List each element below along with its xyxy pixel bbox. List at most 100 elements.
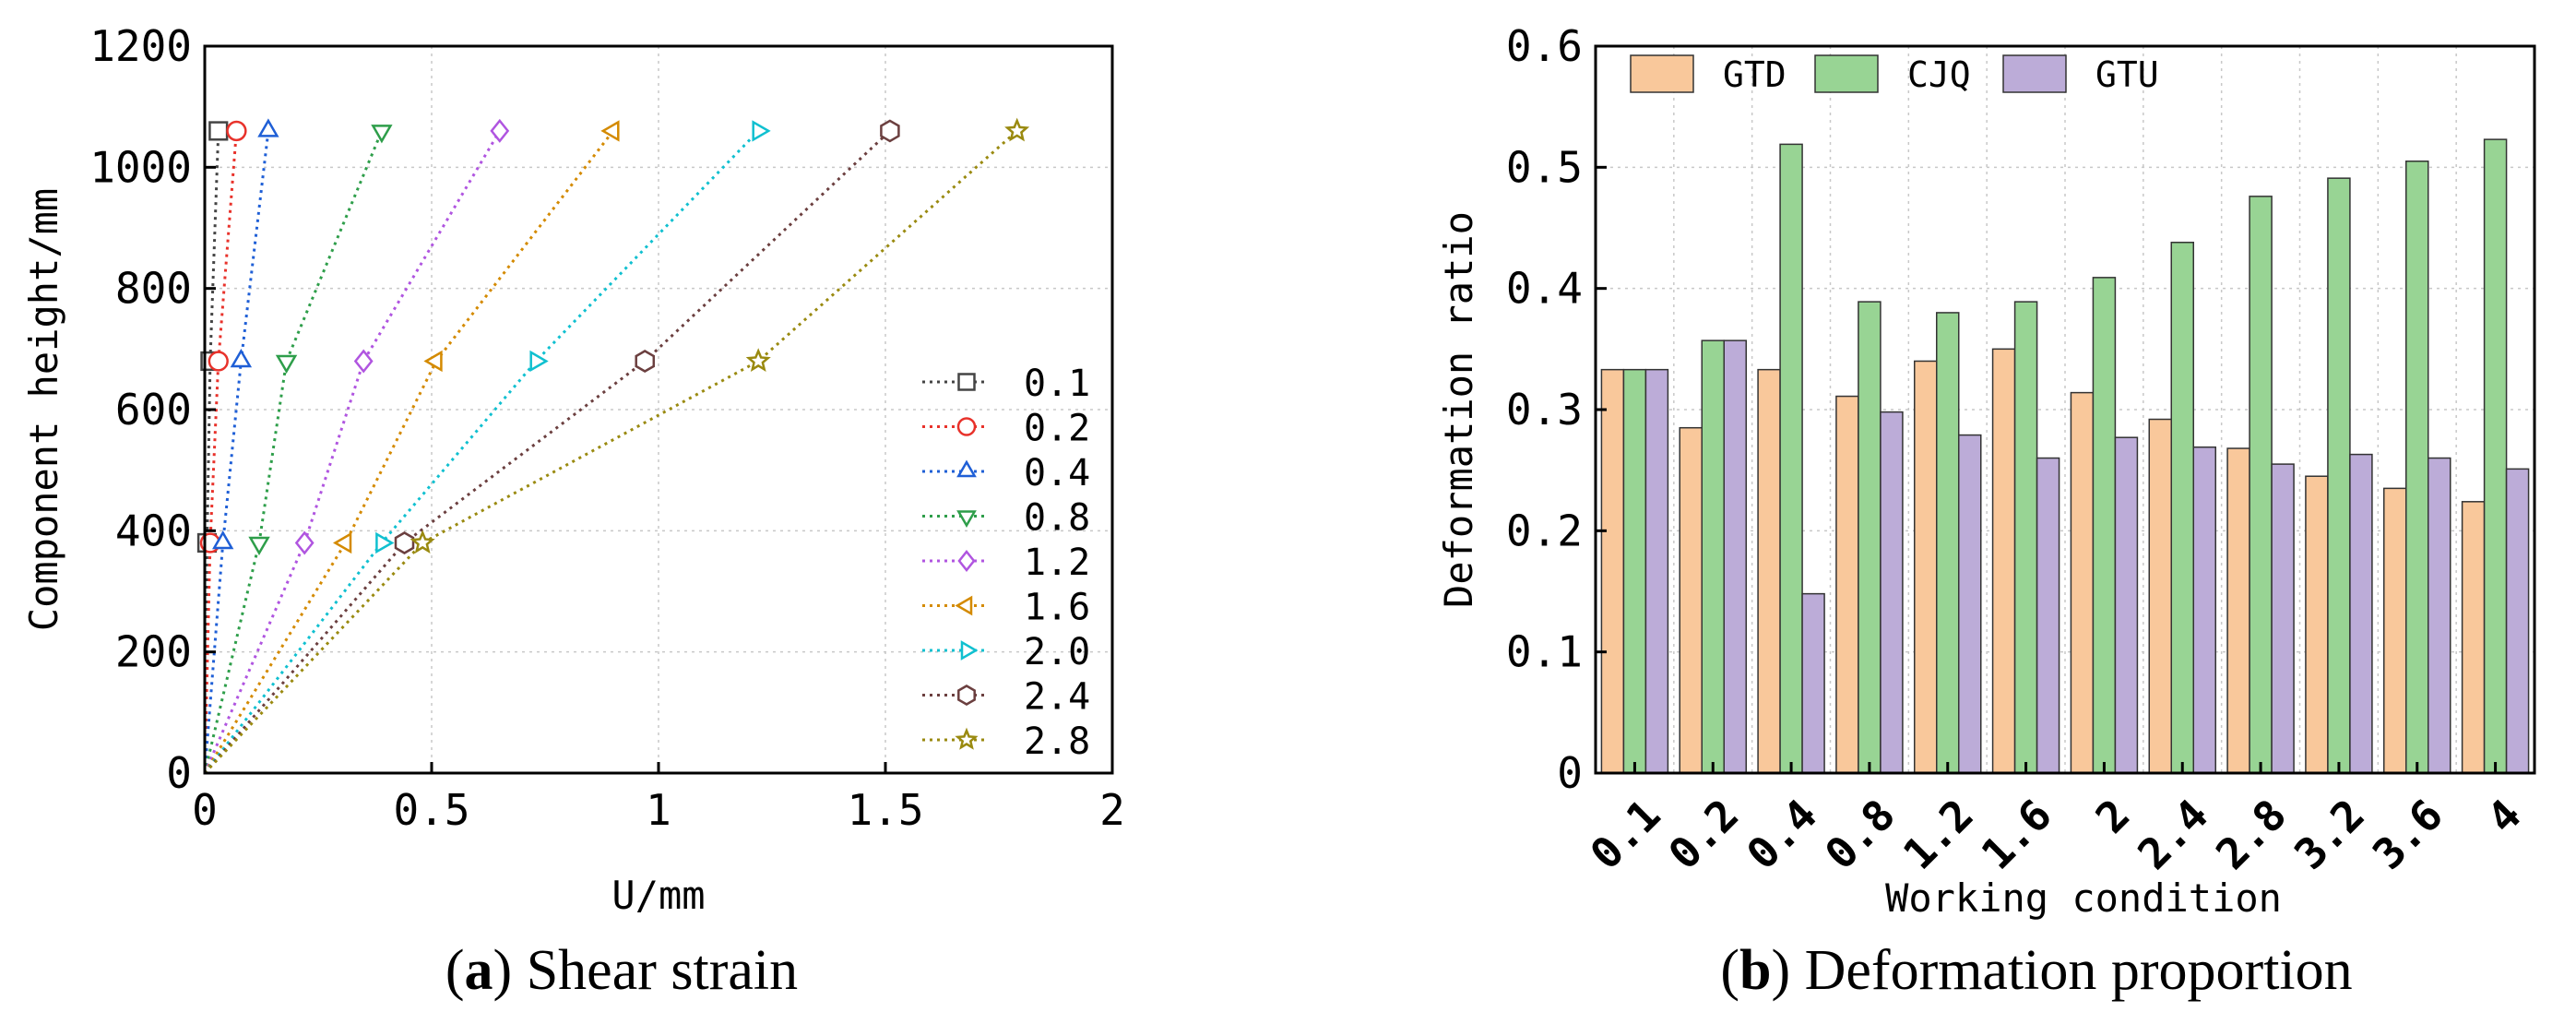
panel-a-y-tick-label: 1000 — [89, 142, 192, 192]
legend-marker — [957, 549, 976, 573]
data-point-1.6 — [600, 120, 620, 142]
data-point-2.8 — [410, 530, 435, 554]
series-1.2 — [203, 118, 510, 774]
bar-CJQ-0.8 — [1858, 301, 1882, 774]
panel-b-y-tick-label: 0.5 — [1506, 142, 1583, 192]
bar-GTU-1.2 — [1958, 434, 1982, 774]
panel-a-caption-id: a — [465, 939, 493, 1002]
data-point-0.4 — [212, 530, 234, 550]
legend-swatch — [2002, 54, 2067, 93]
panel-b-x-axis-label: Working condition — [1885, 875, 2282, 921]
data-point-1.6 — [333, 531, 352, 554]
data-point-0.8 — [371, 125, 393, 144]
panel-b-caption-id: b — [1739, 939, 1771, 1002]
bar-CJQ-2.8 — [2249, 196, 2273, 774]
legend-label: 2.8 — [1024, 720, 1090, 763]
panel-a-x-tick-label: 2 — [1099, 785, 1125, 835]
panel-b-y-axis-label: Deformation ratio — [1436, 211, 1481, 608]
legend-entry-0.2: 0.2 — [922, 408, 1090, 450]
panel-b-x-tick-label: 2.8 — [2206, 790, 2296, 879]
data-point-2.4 — [880, 119, 900, 143]
legend-entry-1.6: 1.6 — [922, 587, 1090, 629]
bar-CJQ-0.2 — [1701, 339, 1725, 774]
bar-GTD-0.4 — [1757, 368, 1781, 774]
series-0.4 — [203, 118, 279, 774]
legend-marker — [955, 595, 973, 616]
bar-GTD-3.2 — [2305, 475, 2329, 774]
panel-b-x-tick-label: 2 — [2086, 790, 2140, 843]
panel-a-y-axis-label: Component height/mm — [21, 188, 66, 631]
bar-GTD-3.6 — [2383, 487, 2407, 774]
bar-GTD-4 — [2461, 501, 2486, 774]
panel-b-x-tick-label: 3.6 — [2363, 790, 2452, 879]
panel-a-y-tick-label: 1200 — [89, 21, 192, 71]
data-point-0.2 — [226, 120, 247, 142]
legend-marker — [956, 417, 977, 436]
series-line-1.2 — [203, 130, 502, 774]
series-2.8 — [203, 117, 1030, 775]
bar-CJQ-3.6 — [2405, 161, 2429, 774]
bar-CJQ-0.4 — [1779, 143, 1803, 774]
panel-b-caption-text: Deformation proportion — [1805, 939, 2353, 1002]
panel-a-y-tick-label: 0 — [166, 748, 192, 798]
panel-b-grid — [1596, 46, 2534, 773]
legend-label: 1.2 — [1024, 542, 1090, 584]
panel-a-y-tick-label: 800 — [115, 264, 192, 314]
panel-b-x-tick-label: 0.1 — [1581, 790, 1670, 879]
legend-marker — [956, 459, 977, 478]
panel-b-x-tick-label: 1.2 — [1893, 790, 1983, 879]
legend-marker — [957, 685, 976, 706]
panel-a-legend: 0.10.20.40.81.21.62.02.42.8 — [922, 363, 1090, 763]
legend-label: 2.4 — [1024, 676, 1090, 719]
bar-GTU-4 — [2505, 468, 2530, 774]
series-2.0 — [203, 120, 771, 774]
legend-entry-2.4: 2.4 — [922, 676, 1090, 719]
panel-b-x-tick-label: 0.8 — [1815, 790, 1905, 879]
panel-a-caption-text: Shear strain — [527, 939, 798, 1002]
bar-GTU-0.8 — [1880, 411, 1904, 774]
bar-GTD-2.8 — [2226, 447, 2250, 774]
data-point-0.4 — [230, 349, 253, 368]
bar-GTD-1.2 — [1914, 360, 1938, 774]
panel-b-x-tick-label: 1.6 — [1972, 790, 2061, 879]
series-2.4 — [203, 119, 900, 774]
series-line-0.2 — [203, 130, 238, 774]
bar-GTU-0.1 — [1644, 368, 1669, 774]
panel-a-line-chart: 0 0.5 1 1.5 2 0 200 400 600 800 1000 1200 0.10.20.4… — [21, 21, 1125, 1002]
bar-GTU-2.4 — [2192, 446, 2216, 774]
legend-entry-2.8: 2.8 — [922, 720, 1090, 763]
data-point-0.8 — [248, 536, 270, 555]
panel-a-grid — [205, 46, 1112, 773]
bar-GTU-3.6 — [2428, 457, 2451, 774]
bar-GTD-0.8 — [1835, 395, 1859, 774]
legend-label: 0.2 — [1024, 408, 1090, 450]
panel-a-x-tick-label: 0.5 — [393, 785, 469, 835]
legend-label: CJQ — [1907, 54, 1971, 95]
data-point-2.0 — [375, 531, 395, 554]
legend-entry-GTD: GTD — [1630, 54, 1787, 95]
legend-entry-1.2: 1.2 — [922, 542, 1090, 584]
bar-CJQ-1.2 — [1936, 312, 1960, 774]
panel-a-y-tick-label: 600 — [115, 385, 192, 435]
panel-b-y-tick-label: 0.1 — [1506, 627, 1583, 677]
panel-a-series — [196, 117, 1030, 775]
legend-label: 0.4 — [1024, 452, 1090, 494]
legend-entry-CJQ: CJQ — [1814, 54, 1971, 95]
bar-CJQ-2.4 — [2170, 242, 2194, 774]
panel-a-x-axis-label: U/mm — [611, 873, 705, 918]
panel-b-bars — [1600, 138, 2530, 774]
legend-entry-0.1: 0.1 — [922, 363, 1090, 405]
data-point-1.2 — [353, 349, 374, 374]
legend-label: GTD — [1723, 54, 1787, 95]
series-1.6 — [203, 120, 620, 774]
panel-b-caption: (b) Deformation proportion — [1720, 939, 2352, 1002]
bar-GTU-0.4 — [1801, 592, 1825, 774]
data-point-0.8 — [275, 354, 298, 374]
series-line-2.8 — [203, 129, 1018, 775]
legend-entry-GTU: GTU — [2002, 54, 2159, 95]
data-point-2.4 — [635, 350, 656, 373]
panel-a-x-tick-label: 1.5 — [847, 785, 923, 835]
data-point-0.2 — [208, 351, 229, 372]
panel-b-y-tick-label: 0 — [1557, 748, 1583, 798]
